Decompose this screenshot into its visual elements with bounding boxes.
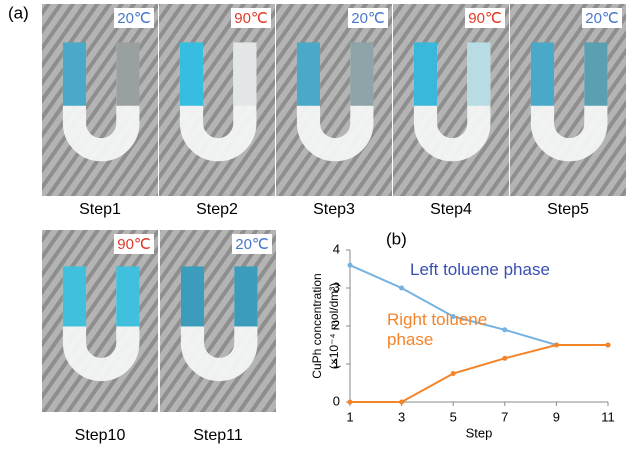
photo-background <box>159 4 275 196</box>
data-point <box>348 400 353 405</box>
data-point <box>399 286 404 291</box>
step-label: Step1 <box>79 201 121 218</box>
step-label: Step4 <box>430 201 472 218</box>
temperature: 20℃ <box>235 236 269 253</box>
data-point <box>399 400 404 405</box>
y-tick-label: 4 <box>333 241 340 256</box>
step-label: Step2 <box>196 201 238 218</box>
x-tick-label: 1 <box>346 409 353 424</box>
photo-background <box>160 230 276 412</box>
panel-label: (b) <box>386 229 407 248</box>
step-label: Step10 <box>75 427 126 444</box>
temperature: 20℃ <box>585 10 619 27</box>
data-point <box>502 327 507 332</box>
photo-background <box>42 230 158 412</box>
photo-background <box>510 4 626 196</box>
right-phase <box>233 42 256 105</box>
photo-background <box>276 4 392 196</box>
x-axis-label: Step <box>466 425 493 440</box>
data-point <box>451 371 456 376</box>
left-phase <box>63 266 86 326</box>
left-phase <box>180 42 203 105</box>
right-phase <box>234 266 257 326</box>
y-axis-label: CuPh concentration <box>310 273 324 378</box>
left-phase <box>181 266 204 326</box>
photo-background <box>393 4 509 196</box>
y-tick-label: 0 <box>333 393 340 408</box>
temperature: 20℃ <box>351 10 385 27</box>
data-point <box>554 343 559 348</box>
right-phase <box>467 42 490 105</box>
temperature: 90℃ <box>234 10 268 27</box>
temperature: 20℃ <box>117 10 151 27</box>
x-tick-label: 5 <box>450 409 457 424</box>
photo-background <box>42 4 158 196</box>
x-tick-label: 3 <box>398 409 405 424</box>
y-axis-label: (×10⁻⁴ mol/dm³) <box>327 283 341 370</box>
data-point <box>502 356 507 361</box>
x-tick-label: 9 <box>553 409 560 424</box>
right-phase <box>350 42 373 105</box>
series-line <box>350 345 608 402</box>
panel-label: (a) <box>8 3 29 22</box>
left-phase <box>531 42 554 105</box>
left-phase <box>414 42 437 105</box>
data-point <box>348 263 353 268</box>
series-label: Left toluene phase <box>410 260 580 280</box>
left-phase <box>297 42 320 105</box>
x-tick-label: 7 <box>501 409 508 424</box>
temperature: 90℃ <box>468 10 502 27</box>
series-label: Right toluene phase <box>387 310 497 350</box>
right-phase <box>116 266 139 326</box>
right-phase <box>116 42 139 105</box>
left-phase <box>63 42 86 105</box>
right-phase <box>584 42 607 105</box>
data-point <box>606 343 611 348</box>
step-label: Step11 <box>193 427 243 444</box>
figure: (a) (b) 20℃Step190℃Step220℃Step390℃Step4… <box>0 0 630 450</box>
step-label: Step3 <box>313 201 355 218</box>
x-tick-label: 11 <box>601 409 615 424</box>
step-label: Step5 <box>547 201 589 218</box>
temperature: 90℃ <box>117 236 151 253</box>
figure-canvas: (a) (b) 20℃Step190℃Step220℃Step390℃Step4… <box>0 0 630 450</box>
